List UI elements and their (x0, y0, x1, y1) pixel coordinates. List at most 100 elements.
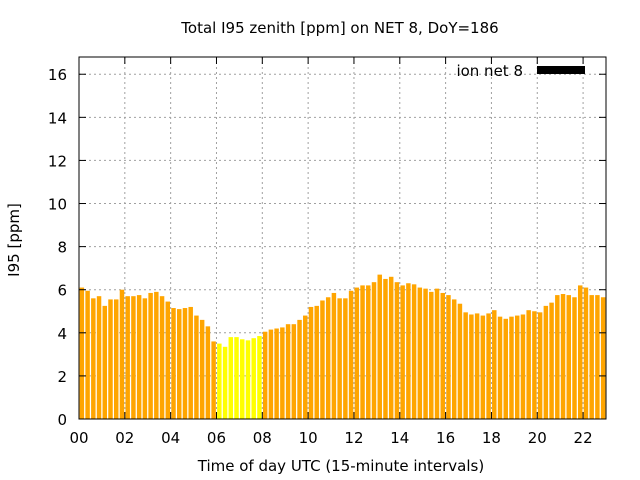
legend: ion net 8 (456, 62, 585, 80)
bar (285, 324, 291, 419)
bar (348, 290, 354, 419)
bar (526, 310, 531, 419)
bar (377, 274, 382, 419)
bar (159, 296, 165, 419)
bar (474, 313, 480, 419)
y-tick-label: 16 (48, 66, 67, 84)
bar (354, 287, 360, 419)
bar (314, 305, 319, 420)
bar (492, 310, 497, 419)
bar (343, 298, 348, 419)
bar (589, 295, 594, 419)
bar (543, 305, 549, 420)
x-tick-label: 22 (574, 429, 593, 447)
bar (423, 288, 428, 419)
bar (320, 300, 325, 419)
bar (497, 316, 503, 419)
bar (440, 292, 445, 419)
plot-frame (78, 56, 607, 420)
bar (388, 276, 394, 419)
bar (366, 285, 371, 419)
bar (136, 295, 142, 419)
bar-series (79, 274, 606, 420)
bar (537, 312, 543, 419)
y-tick-label: 14 (48, 109, 67, 127)
bar (119, 289, 125, 419)
bar (577, 285, 583, 419)
x-tick-label: 04 (161, 429, 180, 447)
bar (165, 301, 171, 419)
bar (446, 295, 451, 419)
bar (96, 296, 102, 419)
bar (182, 308, 188, 419)
bar (291, 324, 297, 419)
x-tick-label: 02 (115, 429, 134, 447)
x-axis-label: Time of day UTC (15-minute intervals) (197, 457, 484, 475)
bar (394, 282, 400, 419)
bar (600, 297, 606, 419)
y-tick-label: 6 (57, 282, 67, 300)
chart-title: Total I95 zenith [ppm] on NET 8, DoY=186 (180, 19, 498, 37)
bar (268, 329, 274, 419)
bar (148, 292, 153, 419)
bar (303, 315, 308, 419)
bar (463, 312, 468, 419)
bar (240, 339, 245, 419)
bar (188, 306, 193, 419)
bar (251, 338, 256, 419)
bar (177, 309, 182, 419)
x-tick-label: 00 (69, 429, 88, 447)
bar (509, 316, 514, 419)
y-axis-ticks: 0 2 4 6 8 10 12 14 16 (48, 66, 606, 429)
bar (400, 285, 405, 419)
x-tick-label: 06 (207, 429, 226, 447)
bar (549, 302, 554, 419)
bar (85, 290, 90, 419)
bar (79, 287, 85, 419)
bar (217, 343, 222, 419)
bar (406, 283, 411, 419)
bar (469, 314, 474, 419)
bar (234, 337, 239, 419)
bar (228, 337, 234, 419)
bar (245, 340, 251, 419)
bar (457, 303, 463, 419)
x-tick-label: 16 (436, 429, 455, 447)
bar (514, 315, 520, 419)
bar (560, 294, 566, 419)
bar (503, 318, 508, 419)
x-tick-label: 12 (344, 429, 363, 447)
bar (451, 299, 457, 419)
bar (91, 298, 96, 419)
bar (194, 315, 199, 419)
bar (131, 296, 136, 419)
y-tick-label: 10 (48, 196, 67, 214)
bar (142, 298, 148, 419)
bar (566, 295, 571, 419)
bar (308, 306, 314, 419)
x-tick-label: 18 (482, 429, 501, 447)
x-tick-label: 14 (390, 429, 409, 447)
bar (125, 296, 130, 419)
bar (257, 336, 262, 419)
bar (572, 297, 577, 419)
bar (222, 346, 228, 419)
y-tick-label: 2 (57, 368, 67, 386)
grid-lines (79, 57, 606, 419)
bar (108, 299, 113, 419)
bar (520, 314, 526, 419)
bar (583, 287, 589, 419)
bar (102, 305, 108, 420)
x-axis-ticks: 00 02 04 06 08 10 12 14 16 18 20 22 (69, 57, 593, 447)
bar (383, 278, 388, 419)
bar (360, 285, 365, 419)
bar (434, 288, 440, 419)
bar (595, 295, 600, 419)
x-tick-label: 10 (299, 429, 318, 447)
y-tick-label: 8 (57, 239, 67, 257)
bar (417, 287, 423, 419)
y-axis-label: I95 [ppm] (5, 203, 23, 277)
bar (297, 319, 302, 419)
legend-swatch (537, 66, 585, 74)
